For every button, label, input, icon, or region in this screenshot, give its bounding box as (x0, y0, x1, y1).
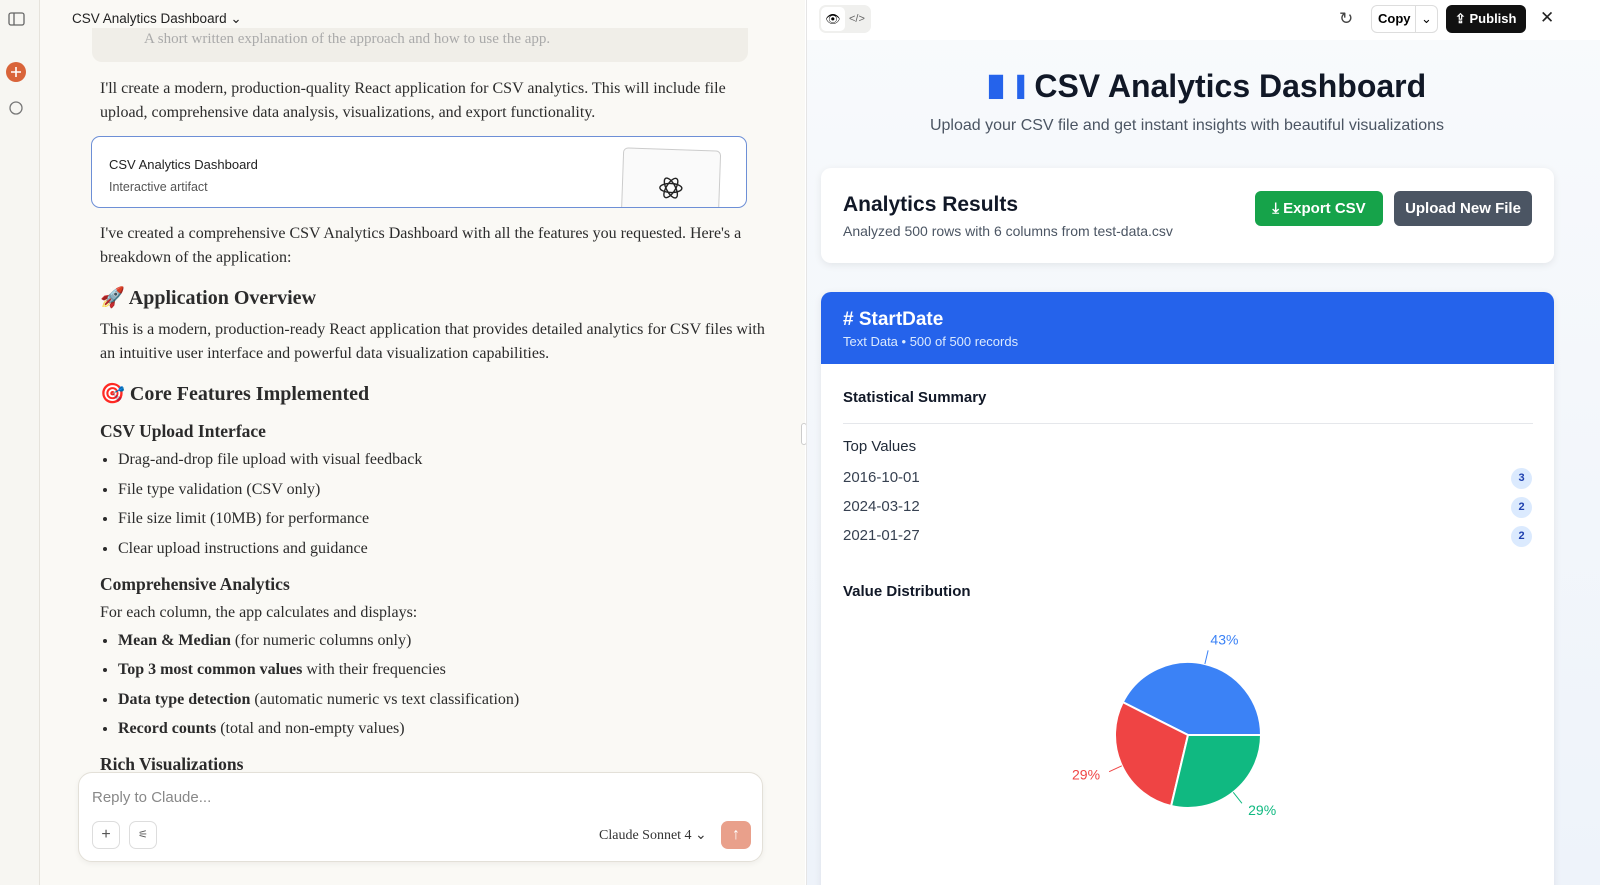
copy-button[interactable]: Copy ⌄ (1371, 5, 1438, 33)
divider (843, 423, 1533, 424)
artifact-title: CSV Analytics Dashboard (109, 157, 258, 172)
list-item: Record counts(total and non-empty values… (118, 717, 765, 741)
paragraph: I'll create a modern, production-quality… (100, 80, 726, 121)
copy-label: Copy (1378, 11, 1411, 26)
list-item-bold: Top 3 most common values (118, 661, 303, 678)
model-name: Claude Sonnet 4 (599, 828, 692, 843)
leader-line (1108, 765, 1123, 773)
pie-label: 43% (1210, 631, 1238, 647)
faded-text: A short written explanation of the appro… (144, 31, 551, 47)
send-button[interactable]: ↑ (721, 821, 751, 849)
column-card: # StartDate Text Data • 500 of 500 recor… (821, 292, 1554, 885)
list-item-text: (total and non-empty values) (220, 720, 405, 737)
artifact-thumb (620, 147, 722, 207)
pie-slice (1169, 734, 1263, 809)
list-item: Data type detection(automatic numeric vs… (118, 688, 765, 712)
top-value: 2024-03-12 (843, 498, 920, 515)
distribution-title: Value Distribution (843, 583, 971, 600)
composer: Reply to Claude... + ⚟ Claude Sonnet 4 ⌄… (78, 772, 763, 862)
app-title: ▐▌▐ CSV Analytics Dashboard (981, 68, 1427, 104)
top-value-count: 2 (1511, 526, 1532, 547)
export-label: Export CSV (1283, 200, 1366, 217)
list-item: Mean & Median(for numeric columns only) (118, 629, 765, 653)
toggle-sidebar[interactable] (8, 12, 25, 26)
list-item-text: with their frequencies (306, 661, 446, 678)
publish-label: Publish (1469, 11, 1517, 26)
add-button[interactable]: + (92, 821, 120, 849)
sidebar-icons (6, 12, 26, 115)
export-button[interactable]: ⤓ Export CSV (1255, 191, 1383, 226)
content: 🚀 Application Overview This is a modern, … (100, 284, 765, 777)
list-item-bold: Mean & Median (118, 631, 231, 649)
sidebar (0, 0, 40, 885)
pie-label: 29% (1072, 767, 1100, 783)
artifact-subtitle: Interactive artifact (109, 180, 208, 194)
chat-title[interactable]: CSV Analytics Dashboard ⌄ (72, 11, 242, 26)
top-value-count: 2 (1511, 497, 1532, 518)
publish-button[interactable]: ⇪ Publish (1446, 5, 1526, 33)
pie-chart: 43% 29% 29% (1072, 631, 1276, 818)
upload-button[interactable]: Upload New File (1394, 191, 1532, 226)
paragraph: For each column, the app calculates and … (100, 603, 418, 621)
top-value-count: 3 (1511, 468, 1532, 489)
close[interactable]: ✕ (1540, 8, 1555, 27)
list-item-text: (automatic numeric vs text classificatio… (254, 690, 520, 708)
subheading: CSV Upload Interface (100, 421, 266, 441)
list-item: Drag-and-drop file upload with visual fe… (118, 448, 765, 472)
list-item: File type validation (CSV only) (118, 478, 765, 502)
artifact-panel: 👁 </> ↻ Copy ⌄ ⇪ Publish ✕ ▐▌▐ CSV Analyti… (806, 0, 1600, 885)
leader-line (1232, 791, 1243, 804)
previous-message: A short written explanation of the appro… (92, 28, 748, 62)
column-name: # StartDate (843, 309, 944, 330)
paragraph: I've created a comprehensive CSV Analyti… (100, 225, 742, 266)
composer-input[interactable]: Reply to Claude... (92, 789, 212, 806)
chats[interactable] (9, 101, 23, 115)
refresh[interactable]: ↻ (1339, 9, 1354, 28)
top-value: 2021-01-27 (843, 527, 920, 544)
list-item: Clear upload instructions and guidance (118, 537, 765, 561)
view-toggle[interactable]: 👁 </> (819, 5, 871, 33)
tools-button[interactable]: ⚟ (129, 821, 157, 849)
top-value: 2016-10-01 (843, 469, 920, 486)
column-meta: Text Data • 500 of 500 records (843, 334, 1019, 349)
top-values-title: Top Values (843, 438, 917, 455)
model-selector[interactable]: Claude Sonnet 4 ⌄ (599, 828, 707, 843)
list-item-bold: Data type detection (118, 690, 251, 708)
artifact-card[interactable]: CSV Analytics Dashboard Interactive arti… (91, 136, 747, 208)
list-item: File size limit (10MB) for performance (118, 507, 765, 531)
paragraph: This is a modern, production-ready React… (100, 321, 765, 362)
results-title: Analytics Results (843, 193, 1019, 216)
subheading: Comprehensive Analytics (100, 573, 290, 594)
message: I'll create a modern, production-quality… (91, 77, 765, 781)
app-subtitle: Upload your CSV file and get instant ins… (929, 117, 1445, 134)
heading: 🎯 Core Features Implemented (100, 383, 370, 405)
section-title: Statistical Summary (843, 389, 987, 406)
toolbar: 👁 </> ↻ Copy ⌄ ⇪ Publish ✕ (807, 0, 1600, 40)
leader-line (1204, 650, 1209, 665)
heading: 🚀 Application Overview (100, 287, 317, 309)
column-header: # StartDate Text Data • 500 of 500 recor… (821, 292, 1554, 364)
pie-slice (1114, 700, 1190, 808)
pie-slice (1121, 661, 1263, 736)
chat-title-text: CSV Analytics Dashboard (72, 11, 227, 26)
list-item-bold: Record counts (118, 720, 217, 737)
chat-panel: CSV Analytics Dashboard ⌄ A short writte… (40, 0, 805, 885)
app-title-text: CSV Analytics Dashboard (1034, 68, 1427, 104)
bullet-list: Drag-and-drop file upload with visual fe… (100, 448, 765, 561)
subheading: Rich Visualizations (100, 754, 244, 774)
pie-label: 29% (1248, 802, 1276, 818)
column-name-text: StartDate (858, 309, 944, 330)
bullet-list: Mean & Median(for numeric columns only) T… (100, 629, 765, 742)
list-item-text: (for numeric columns only) (234, 631, 412, 649)
results-description: Analyzed 500 rows with 6 columns from te… (843, 223, 1173, 239)
results-card: Analytics Results Analyzed 500 rows with… (821, 168, 1554, 263)
